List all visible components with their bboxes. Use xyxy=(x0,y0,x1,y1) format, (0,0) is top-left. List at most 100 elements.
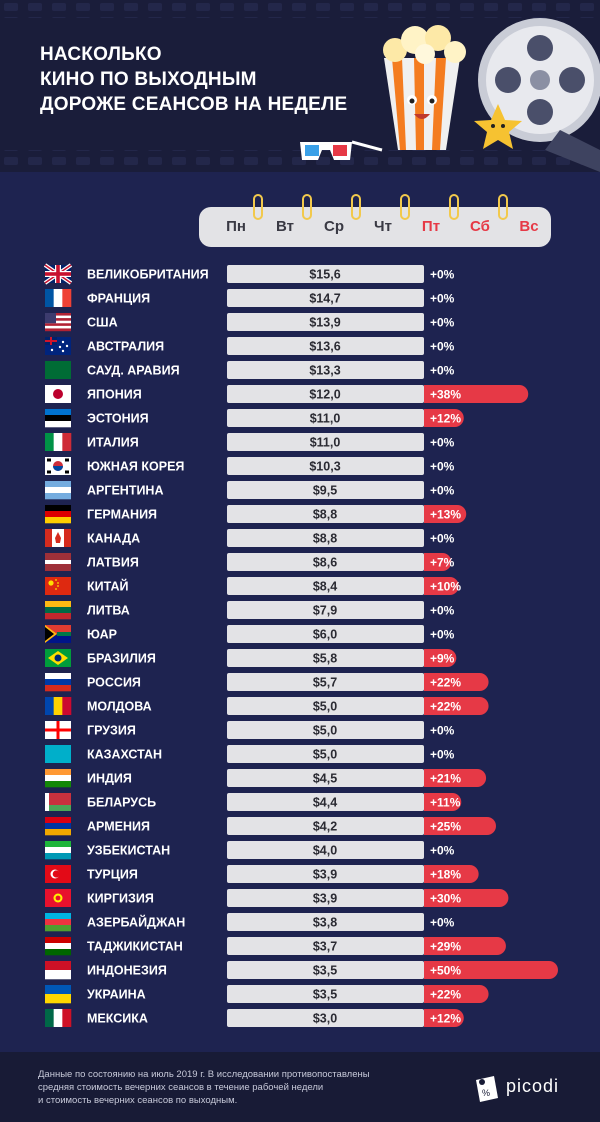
flag-band xyxy=(45,613,71,620)
country-label: ЭСТОНИЯ xyxy=(87,412,149,426)
flag-band xyxy=(45,415,71,422)
increase-bar xyxy=(424,577,459,595)
calendar-day: Вт xyxy=(276,218,294,235)
price-bar xyxy=(227,481,424,499)
increase-label: +0% xyxy=(430,460,455,474)
country-label: КАЗАХСТАН xyxy=(87,748,162,762)
flag-band xyxy=(45,685,71,692)
flag-band xyxy=(45,781,71,788)
country-label: КИТАЙ xyxy=(87,579,128,594)
calendar-day: Пт xyxy=(421,218,441,235)
footnote-line-2: средняя стоимость вечерних сеансов в теч… xyxy=(38,1082,324,1093)
title-line-1: НАСКОЛЬКО xyxy=(40,44,162,65)
flag-band xyxy=(45,745,71,763)
price-bar xyxy=(227,745,424,763)
price-bar xyxy=(227,937,424,955)
price-bar xyxy=(227,673,424,691)
price-label: $5,0 xyxy=(313,724,337,738)
price-label: $6,0 xyxy=(313,628,337,642)
flag-band xyxy=(45,823,71,830)
price-bar xyxy=(227,313,424,331)
country-label: МОЛДОВА xyxy=(87,700,152,714)
price-bar xyxy=(227,289,424,307)
flag-band xyxy=(45,913,71,920)
country-label: ГЕРМАНИЯ xyxy=(87,508,157,522)
flag-band xyxy=(45,775,71,782)
increase-bar xyxy=(424,889,509,907)
flag-band xyxy=(62,433,72,451)
flag-band xyxy=(50,348,54,352)
price-bar xyxy=(227,697,424,715)
increase-label: +50% xyxy=(430,964,461,978)
flag-band xyxy=(45,970,71,980)
flag-band xyxy=(55,532,61,543)
price-label: $4,5 xyxy=(313,772,337,786)
calendar-ring xyxy=(449,194,459,220)
calendar-day: Вс xyxy=(519,218,539,235)
country-label: АВСТРАЛИЯ xyxy=(87,340,164,354)
flag-band xyxy=(57,632,71,636)
price-bar xyxy=(227,817,424,835)
country-label: ЯПОНИЯ xyxy=(87,388,142,402)
flag-band xyxy=(61,340,65,344)
price-label: $5,7 xyxy=(313,676,337,690)
price-label: $7,9 xyxy=(313,604,337,618)
increase-bar xyxy=(424,697,489,715)
flag-band xyxy=(45,961,71,971)
country-label: АРМЕНИЯ xyxy=(87,820,150,834)
country-label: ГРУЗИЯ xyxy=(87,724,136,738)
flag-band xyxy=(45,769,71,776)
flag-band xyxy=(45,313,71,316)
flag-band xyxy=(45,607,71,614)
increase-bar xyxy=(424,673,489,691)
price-label: $3,8 xyxy=(313,916,337,930)
country-label: США xyxy=(87,316,118,330)
country-label: ИНДИЯ xyxy=(87,772,132,786)
flag-band xyxy=(45,625,71,634)
flag-band xyxy=(45,289,54,307)
increase-label: +9% xyxy=(430,652,455,666)
price-label: $15,6 xyxy=(309,268,340,282)
glasses-icon xyxy=(300,140,383,160)
flag-band xyxy=(62,697,72,715)
flag-band xyxy=(45,627,54,641)
country-label: ЛИТВА xyxy=(87,604,130,618)
calendar-day: Пн xyxy=(226,218,246,235)
price-bar xyxy=(227,409,424,427)
flag-band xyxy=(45,793,71,805)
country-label: УЗБЕКИСТАН xyxy=(87,844,170,858)
price-bar xyxy=(227,889,424,907)
flag-band xyxy=(54,654,62,662)
flag-band xyxy=(62,1009,72,1027)
country-label: ЛАТВИЯ xyxy=(87,556,139,570)
flag-band xyxy=(53,389,63,399)
price-bar xyxy=(227,577,424,595)
price-bar xyxy=(227,601,424,619)
price-label: $8,8 xyxy=(313,532,337,546)
flag-band xyxy=(45,949,71,956)
increase-label: +0% xyxy=(430,292,455,306)
increase-bar xyxy=(424,1009,464,1027)
flag-band xyxy=(48,580,54,586)
increase-label: +22% xyxy=(430,676,461,690)
flag-band xyxy=(45,481,71,488)
picodi-logo: % picodi xyxy=(470,1070,580,1106)
country-label: ТУРЦИЯ xyxy=(87,868,138,882)
footnote-line-3: и стоимость вечерних сеансов по выходным… xyxy=(38,1095,238,1106)
flag-band xyxy=(45,634,71,643)
increase-label: +0% xyxy=(430,724,455,738)
flag-band xyxy=(45,421,71,428)
flag-band xyxy=(53,1009,63,1027)
country-label: МЕКСИКА xyxy=(87,1012,148,1026)
increase-label: +0% xyxy=(430,916,455,930)
price-label: $9,5 xyxy=(313,484,337,498)
flag-band xyxy=(64,529,71,547)
price-label: $3,7 xyxy=(313,940,337,954)
price-bar xyxy=(227,721,424,739)
flag-band xyxy=(45,937,71,944)
flag-band xyxy=(45,925,71,932)
price-label: $4,0 xyxy=(313,844,337,858)
increase-bar xyxy=(424,961,558,979)
flag-band xyxy=(45,994,71,1004)
